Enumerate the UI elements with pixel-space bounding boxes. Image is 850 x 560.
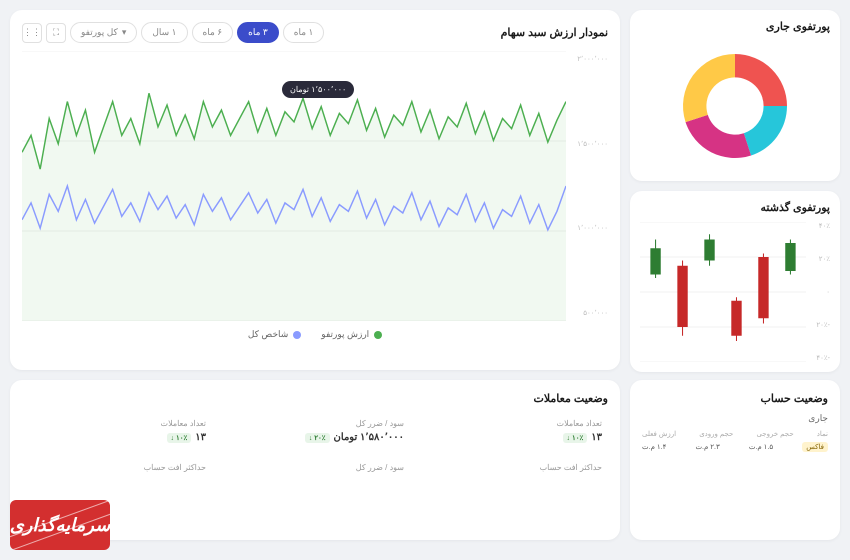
- logo-overlay: سرمایه‌گذاری: [10, 500, 110, 550]
- account-row: فاکس ۱.۵ م.ت ۲.۳ م.ت ۱.۴ م.ت: [642, 442, 828, 452]
- stat-box: سود / ضرر کل۱٬۵۸۰٬۰۰۰ تومان۲۰٪ ↓: [220, 413, 410, 449]
- account-in: ۲.۳ م.ت: [695, 443, 719, 451]
- account-val: ۱.۴ م.ت: [642, 443, 666, 451]
- stat-box: سود / ضرر کل: [220, 457, 410, 482]
- trades-grid: تعداد معاملات۱۳۱۰٪ ↓سود / ضرر کل۱٬۵۸۰٬۰۰…: [22, 413, 608, 482]
- donut-card: پورتفوی جاری: [630, 10, 840, 181]
- candle-y-axis: ۴۰٪۲۰٪۰-۲۰٪-۴۰٪: [810, 222, 830, 362]
- main-chart-title: نمودار ارزش سبد سهام: [501, 26, 608, 39]
- stat-box: تعداد معاملات۱۳۱۰٪ ↓: [418, 413, 608, 449]
- stat-box: تعداد معاملات۱۳۱۰٪ ↓: [22, 413, 212, 449]
- account-headers: نمادحجم خروجیحجم ورودیارزش فعلی: [642, 430, 828, 438]
- trades-title: وضعیت معاملات: [22, 392, 608, 405]
- stat-box: حداکثر افت حساب: [418, 457, 608, 482]
- expand-icon[interactable]: ⛶: [46, 23, 66, 43]
- time-tab[interactable]: ۶ ماه: [192, 22, 234, 43]
- chart-tooltip: ۱٬۵۰۰٬۰۰۰ تومان: [282, 81, 354, 98]
- chart-legend: ارزش پورتفو شاخص کل: [22, 329, 608, 340]
- candle-title: پورتفوی گذشته: [640, 201, 830, 214]
- time-tab[interactable]: ۱ ماه: [283, 22, 325, 43]
- candle-chart: [640, 222, 806, 362]
- donut-chart: [660, 41, 810, 171]
- legend-item: شاخص کل: [248, 329, 301, 340]
- stat-box: حداکثر افت حساب: [22, 457, 212, 482]
- account-out: ۱.۵ م.ت: [749, 443, 773, 451]
- main-y-axis: ۲٬۰۰۰٬۰۰۰۱٬۵۰۰٬۰۰۰۱٬۰۰۰٬۰۰۰۵۰۰٬۰۰۰: [570, 51, 608, 321]
- time-tabs: ۱ ماه۳ ماه۶ ماه۱ سال▾کل پورتفو⛶⋮⋮: [22, 22, 324, 43]
- logo-text: سرمایه‌گذاری: [10, 515, 110, 536]
- account-subtitle: جاری: [642, 413, 828, 424]
- time-tab[interactable]: ۳ ماه: [237, 22, 279, 43]
- donut-title: پورتفوی جاری: [640, 20, 830, 33]
- candle-card: پورتفوی گذشته ۴۰٪۲۰٪۰-۲۰٪-۴۰٪: [630, 191, 840, 372]
- account-title: وضعیت حساب: [642, 392, 828, 405]
- grid-icon[interactable]: ⋮⋮: [22, 23, 42, 43]
- account-card: وضعیت حساب جاری نمادحجم خروجیحجم ورودیار…: [630, 380, 840, 540]
- main-chart-card: نمودار ارزش سبد سهام ۱ ماه۳ ماه۶ ماه۱ سا…: [10, 10, 620, 370]
- time-tab[interactable]: ۱ سال: [141, 22, 187, 43]
- symbol-badge: فاکس: [802, 442, 828, 452]
- portfolio-select[interactable]: ▾کل پورتفو: [70, 22, 137, 43]
- legend-item: ارزش پورتفو: [321, 329, 382, 340]
